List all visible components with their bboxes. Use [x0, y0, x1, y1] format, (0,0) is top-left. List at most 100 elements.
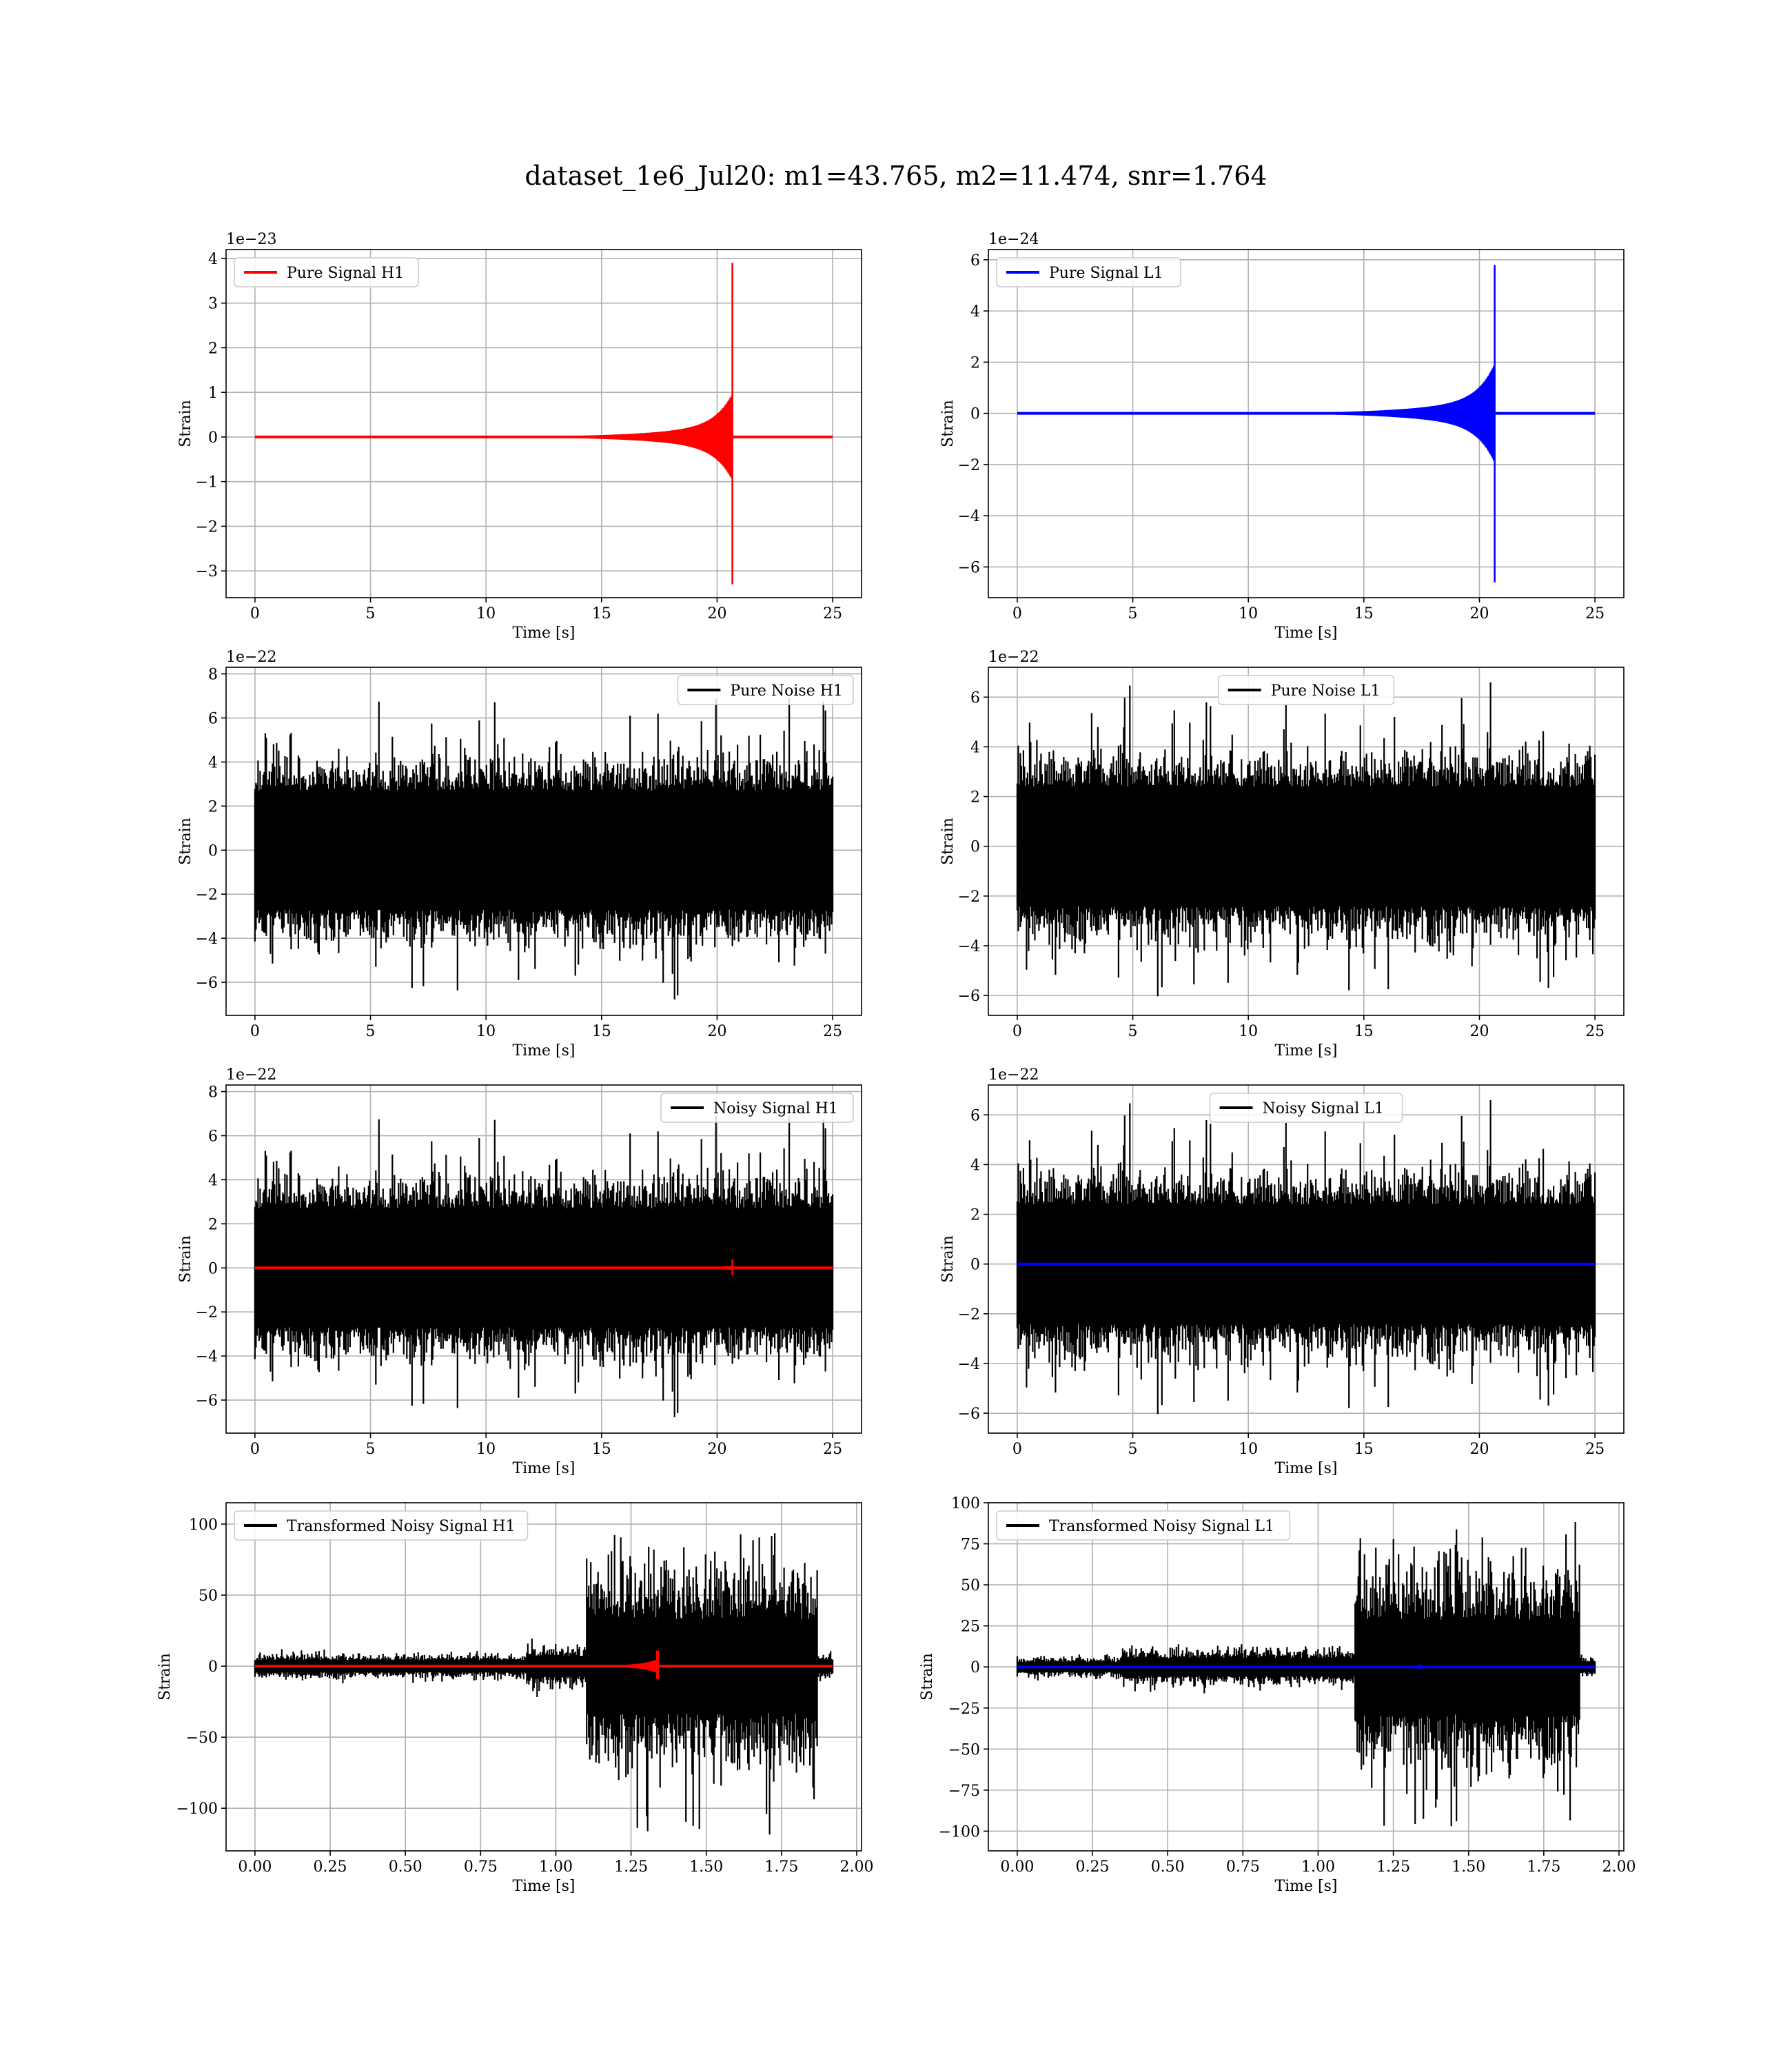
- x-tick-label: 0: [250, 605, 260, 622]
- y-tick-label: −4: [196, 931, 218, 948]
- x-tick-label: 0.50: [1151, 1858, 1185, 1876]
- y-tick-label: 75: [961, 1537, 980, 1554]
- legend: Pure Noise L1: [1217, 675, 1395, 705]
- y-tick-label: 0: [208, 1260, 218, 1277]
- x-tick-label: 25: [1585, 605, 1605, 622]
- x-tick-label: 0.00: [238, 1858, 272, 1876]
- x-axis-label: Time [s]: [512, 1460, 575, 1477]
- y-tick-label: −75: [948, 1783, 980, 1800]
- legend-box: [234, 1510, 529, 1541]
- plot-area: [1016, 1522, 1596, 1827]
- y-tick-label: −6: [196, 975, 218, 992]
- legend: Pure Signal L1: [996, 257, 1181, 287]
- y-tick-label: 6: [208, 711, 218, 728]
- y-tick-label: −2: [958, 889, 980, 906]
- y-tick-label: 4: [208, 754, 218, 771]
- plot-area: [254, 263, 833, 585]
- x-tick-label: 20: [1469, 1023, 1489, 1040]
- chart-panel-pure-signal-l1: 0 5 10 15 20 25 −6 −4 −2 0 2 4 6 1e−24 Time [s] Strain P…: [939, 231, 1625, 642]
- y-tick-label: 3: [208, 296, 218, 313]
- x-tick-label: 0: [250, 1023, 260, 1040]
- axes-frame: [225, 667, 862, 1016]
- x-tick-label: 0: [1012, 1023, 1022, 1040]
- x-axis-label: Time [s]: [512, 1042, 575, 1060]
- y-tick-label: 1: [208, 385, 218, 402]
- plot-area: [254, 1115, 834, 1417]
- legend-box: [996, 257, 1181, 287]
- series-trace-noisy-signal-l1: [1016, 1099, 1596, 1415]
- x-tick-label: 20: [707, 605, 726, 622]
- chart-panel-noisy-signal-l1: 0 5 10 15 20 25 −6 −4 −2 0 2 4 6 1e−22 Time [s] Strain N…: [939, 1066, 1625, 1477]
- y-axis-label: Strain: [919, 1653, 936, 1701]
- axes-frame: [988, 1084, 1625, 1434]
- x-tick-label: 10: [1239, 1441, 1258, 1458]
- y-tick-label: −50: [948, 1741, 980, 1758]
- legend: Noisy Signal L1: [1209, 1093, 1403, 1123]
- y-tick-label: 0: [970, 406, 980, 423]
- y-tick-label: −6: [196, 1392, 218, 1410]
- y-tick-label: −4: [196, 1348, 218, 1366]
- y-tick-label: −2: [196, 1304, 218, 1321]
- series-trace-transformed-noisy-signal-h1: [254, 1533, 834, 1835]
- y-offset-text: 1e−24: [988, 231, 1039, 248]
- legend-label: Noisy Signal H1: [713, 1100, 838, 1117]
- x-axis-label: Time [s]: [512, 1878, 575, 1895]
- x-tick-label: 1.25: [1376, 1858, 1410, 1876]
- y-tick-label: −6: [958, 1406, 980, 1423]
- y-tick-label: 100: [951, 1495, 980, 1512]
- x-tick-label: 1.75: [1527, 1858, 1560, 1876]
- chart-panel-pure-noise-l1: 0 5 10 15 20 25 −6 −4 −2 0 2 4 6 1e−22 Time [s] Strain P…: [939, 649, 1625, 1060]
- axes-frame: [988, 249, 1625, 598]
- figure-title: dataset_1e6_Jul20: m1=43.765, m2=11.474,…: [525, 161, 1267, 192]
- chart-panel-noisy-signal-h1: 0 5 10 15 20 25 −6 −4 −2 0 2 4 6 8 1e−22 Time [s] Strain…: [177, 1066, 862, 1477]
- x-tick-label: 0.75: [464, 1858, 498, 1876]
- y-axis-label: Strain: [177, 400, 194, 447]
- axes-frame: [225, 249, 862, 598]
- x-tick-label: 5: [1128, 1023, 1138, 1040]
- y-tick-label: 4: [208, 1172, 218, 1189]
- legend: Noisy Signal H1: [660, 1093, 854, 1123]
- x-tick-label: 5: [1128, 1441, 1138, 1458]
- x-axis-label: Time [s]: [1274, 1460, 1337, 1477]
- x-tick-label: 15: [1354, 1023, 1374, 1040]
- y-tick-label: 2: [208, 340, 218, 357]
- axes-frame: [225, 1084, 862, 1434]
- chart-panel-transformed-l1: 0.00 0.25 0.50 0.75 1.00 1.25 1.50 1.75 2.00 −100…: [919, 1495, 1636, 1895]
- y-tick-label: −3: [196, 563, 218, 580]
- y-tick-label: −2: [958, 1306, 980, 1324]
- y-tick-label: −25: [948, 1701, 980, 1718]
- legend: Transformed Noisy Signal L1: [996, 1510, 1291, 1541]
- y-tick-label: 2: [970, 354, 980, 372]
- y-tick-label: 2: [208, 798, 218, 815]
- x-tick-label: 5: [1128, 605, 1138, 622]
- x-tick-label: 1.00: [539, 1858, 573, 1876]
- x-tick-label: 10: [476, 605, 496, 622]
- y-tick-label: 0: [970, 1659, 980, 1676]
- x-axis-label: Time [s]: [512, 625, 575, 642]
- y-tick-label: 6: [970, 1107, 980, 1124]
- y-tick-label: 2: [970, 789, 980, 807]
- x-tick-label: 1.00: [1301, 1858, 1335, 1876]
- series-trace-pure-noise-l1: [1016, 682, 1596, 997]
- y-offset-text: 1e−22: [226, 1066, 276, 1084]
- series-trace-pure-noise-h1: [254, 698, 834, 1000]
- x-tick-label: 1.75: [764, 1858, 798, 1876]
- x-tick-label: 0.25: [314, 1858, 347, 1876]
- axes-frame: [988, 1502, 1625, 1852]
- x-tick-label: 2.00: [840, 1858, 874, 1876]
- legend-label: Pure Signal L1: [1049, 265, 1163, 282]
- y-tick-label: −2: [196, 518, 218, 536]
- x-tick-label: 10: [476, 1441, 496, 1458]
- x-tick-label: 0.50: [389, 1858, 422, 1876]
- x-tick-label: 25: [823, 1441, 842, 1458]
- y-axis-label: Strain: [939, 1235, 957, 1283]
- legend-label: Pure Signal H1: [287, 265, 404, 282]
- chart-panel-transformed-h1: 0.00 0.25 0.50 0.75 1.00 1.25 1.50 1.75 2.00 −100…: [156, 1502, 874, 1895]
- y-tick-label: −50: [186, 1730, 218, 1747]
- y-tick-label: 8: [208, 1084, 218, 1102]
- y-tick-label: −2: [196, 886, 218, 904]
- series-trace-transformed-noisy-signal-l1: [1016, 1522, 1596, 1827]
- y-tick-label: 0: [208, 429, 218, 447]
- x-tick-label: 15: [1354, 605, 1374, 622]
- y-tick-label: 0: [970, 1257, 980, 1274]
